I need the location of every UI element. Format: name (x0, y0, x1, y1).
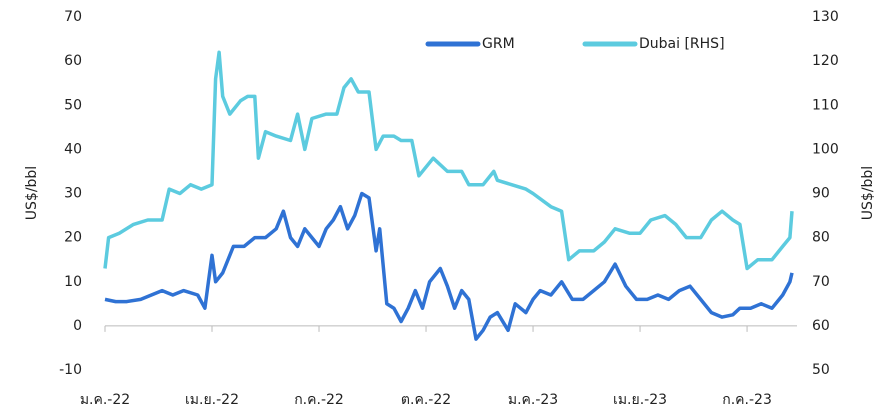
y2-tick-label: 90 (812, 186, 830, 202)
x-tick-label: ม.ค.-22 (80, 392, 130, 408)
legend-label: GRM (482, 36, 515, 52)
x-tick-label: ก.ค.-22 (294, 392, 344, 408)
x-tick-label: ก.ค.-23 (722, 392, 772, 408)
y2-axis-label: US$/bbl (860, 166, 876, 220)
y-tick-label: 40 (64, 141, 82, 157)
x-tick-label: เม.ย.-23 (613, 392, 667, 408)
y-tick-label: 70 (64, 9, 82, 25)
y2-tick-label: 120 (812, 53, 839, 69)
y2-tick-label: 50 (812, 362, 830, 378)
series-line (104, 191, 794, 341)
y-tick-label: 0 (73, 318, 82, 334)
y-tick-label: 20 (64, 230, 82, 246)
y2-tick-label: 130 (812, 9, 839, 25)
y2-tick-label: 70 (812, 274, 830, 290)
x-tick-label: ม.ค.-23 (508, 392, 558, 408)
series-line (103, 50, 794, 271)
y2-tick-label: 110 (812, 97, 839, 113)
x-tick-label: เม.ย.-22 (185, 392, 239, 408)
y-axis-label: US$/bbl (24, 166, 40, 220)
y-tick-label: 10 (64, 274, 82, 290)
y2-tick-label: 80 (812, 230, 830, 246)
y2-tick-label: 100 (812, 141, 839, 157)
legend-label: Dubai [RHS] (639, 36, 725, 52)
y-tick-label: -10 (59, 362, 82, 378)
x-tick-label: ต.ค.-22 (401, 392, 451, 408)
y-tick-label: 50 (64, 97, 82, 113)
y-tick-label: 30 (64, 186, 82, 202)
y2-tick-label: 60 (812, 318, 830, 334)
y-tick-label: 60 (64, 53, 82, 69)
